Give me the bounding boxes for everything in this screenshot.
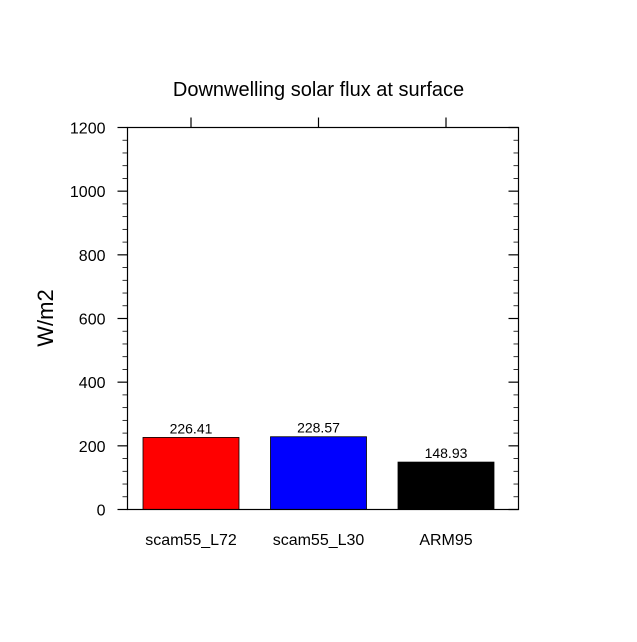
bar-value-label: 226.41: [170, 420, 213, 436]
y-axis-label: W/m2: [33, 289, 58, 346]
bar-scam55_L72: [142, 437, 240, 510]
y-tick-label: 0: [97, 503, 106, 520]
y-tick-label: 1000: [70, 184, 106, 201]
bar-value-label: 228.57: [297, 420, 340, 436]
y-tick-label: 400: [79, 375, 106, 392]
x-tick-label: scam55_L72: [145, 532, 237, 549]
x-tick-label: ARM95: [419, 532, 472, 549]
x-tick-label: scam55_L30: [273, 532, 365, 549]
y-tick-label: 1200: [70, 121, 106, 138]
bar-value-label: 148.93: [425, 445, 468, 461]
y-tick-label: 600: [79, 312, 106, 329]
chart-title: Downwelling solar flux at surface: [172, 79, 465, 101]
bar-scam55_L30: [270, 436, 367, 510]
bar-ARM95: [397, 461, 495, 510]
y-tick-label: 800: [79, 248, 106, 265]
y-tick-label: 200: [79, 439, 106, 456]
